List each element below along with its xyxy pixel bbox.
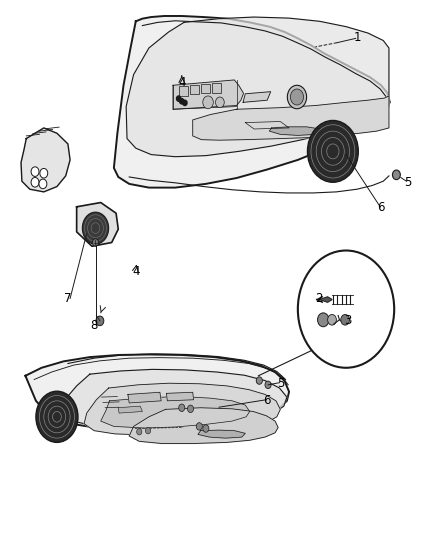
Circle shape <box>82 212 109 244</box>
Circle shape <box>392 170 400 180</box>
Polygon shape <box>114 16 390 188</box>
Polygon shape <box>320 297 332 302</box>
Polygon shape <box>101 397 250 428</box>
Circle shape <box>187 405 194 413</box>
Circle shape <box>179 404 185 411</box>
Polygon shape <box>269 127 320 135</box>
Text: 7: 7 <box>64 292 72 305</box>
Circle shape <box>40 168 48 178</box>
Circle shape <box>290 89 304 105</box>
Polygon shape <box>198 430 245 438</box>
Polygon shape <box>193 96 389 140</box>
Polygon shape <box>62 369 287 430</box>
Text: 3: 3 <box>345 314 352 327</box>
Circle shape <box>92 239 99 246</box>
Polygon shape <box>118 406 142 413</box>
Circle shape <box>183 100 187 106</box>
Text: 4: 4 <box>178 76 186 89</box>
Text: 2: 2 <box>315 292 323 305</box>
Circle shape <box>318 313 329 327</box>
Bar <box>190 85 199 94</box>
Circle shape <box>215 97 224 108</box>
Polygon shape <box>173 80 244 109</box>
Text: 4: 4 <box>132 265 140 278</box>
Circle shape <box>265 381 271 389</box>
Polygon shape <box>129 408 278 443</box>
Circle shape <box>96 316 104 326</box>
Bar <box>201 84 210 93</box>
Polygon shape <box>128 392 161 403</box>
Text: 5: 5 <box>404 176 411 189</box>
Polygon shape <box>84 383 280 435</box>
Polygon shape <box>21 128 70 192</box>
Circle shape <box>31 167 39 176</box>
Circle shape <box>36 391 78 442</box>
Bar <box>212 83 221 93</box>
Circle shape <box>203 425 209 432</box>
Circle shape <box>298 251 394 368</box>
Polygon shape <box>126 17 389 157</box>
Polygon shape <box>166 392 194 401</box>
Polygon shape <box>25 354 289 430</box>
Text: 1: 1 <box>353 31 361 44</box>
Circle shape <box>31 177 39 187</box>
Circle shape <box>341 314 350 325</box>
Circle shape <box>177 96 181 101</box>
Circle shape <box>203 96 213 109</box>
Circle shape <box>145 427 151 434</box>
Polygon shape <box>243 92 271 102</box>
Text: 5: 5 <box>277 377 284 390</box>
Circle shape <box>287 85 307 109</box>
Circle shape <box>307 120 358 182</box>
Bar <box>179 86 188 96</box>
Circle shape <box>180 99 184 104</box>
Circle shape <box>196 423 202 430</box>
Circle shape <box>137 429 142 435</box>
Circle shape <box>256 377 262 384</box>
Polygon shape <box>77 203 118 246</box>
Circle shape <box>39 179 47 189</box>
Text: 6: 6 <box>377 201 385 214</box>
Circle shape <box>328 314 336 325</box>
Text: 8: 8 <box>91 319 98 332</box>
Text: 6: 6 <box>263 394 271 407</box>
